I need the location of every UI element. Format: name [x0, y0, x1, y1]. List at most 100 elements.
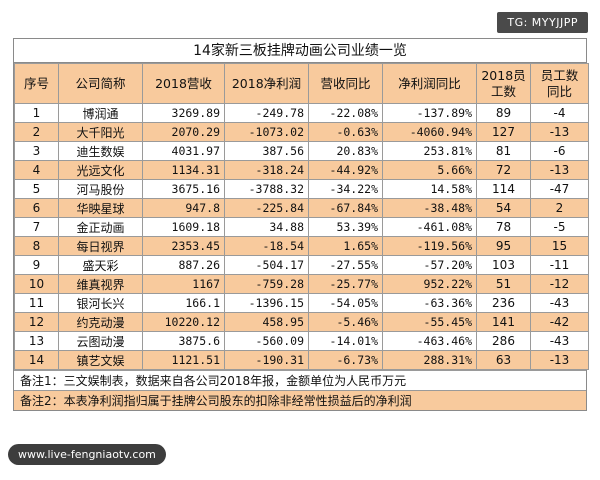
table-cell: 947.8 — [142, 198, 225, 218]
table-cell: 78 — [476, 217, 531, 237]
table-cell: -25.77% — [308, 274, 383, 294]
site-watermark: www.live-fengniaotv.com — [8, 444, 166, 465]
table-cell: -3788.32 — [224, 179, 309, 199]
table-cell: -318.24 — [224, 160, 309, 180]
table-cell: 458.95 — [224, 312, 309, 332]
table-cell: 10 — [14, 274, 59, 294]
table-cell: -560.09 — [224, 331, 309, 351]
table-cell: -13 — [530, 350, 589, 370]
table-cell: 114 — [476, 179, 531, 199]
table-cell: -6.73% — [308, 350, 383, 370]
table-cell: 53.39% — [308, 217, 383, 237]
table-cell: 11 — [14, 293, 59, 313]
table-row: 10 维真视界 1167 -759.28 -25.77% 952.22% 51 -12 — [14, 274, 589, 294]
table-row: 12 约克动漫 10220.12 458.95 -5.46% -55.45% 141 -42 — [14, 312, 589, 332]
table-cell: -759.28 — [224, 274, 309, 294]
table-cell: 华映星球 — [58, 198, 143, 218]
table-cell: 云图动漫 — [58, 331, 143, 351]
table-cell: 127 — [476, 122, 531, 142]
table-cell: 103 — [476, 255, 531, 275]
table-cell: 银河长兴 — [58, 293, 143, 313]
performance-table: 序号 公司简称 2018营收 2018净利润 营收同比 净利润同比 2018员工数 员工数同比… — [14, 63, 589, 370]
table-row: 9 盛天彩 887.26 -504.17 -27.55% -57.20% 103 -11 — [14, 255, 589, 275]
watermark-tag: TG: MYYJJPP — [497, 12, 588, 33]
table-cell: 8 — [14, 236, 59, 256]
table-cell: 每日视界 — [58, 236, 143, 256]
column-header: 净利润同比 — [382, 63, 477, 104]
table-cell: 约克动漫 — [58, 312, 143, 332]
table-body: 1 博润通 3269.89 -249.78 -22.08% -137.89% 89 -4 2 大千… — [14, 103, 589, 370]
column-header: 营收同比 — [308, 63, 383, 104]
table-cell: -22.08% — [308, 103, 383, 123]
table-cell: -225.84 — [224, 198, 309, 218]
table-cell: 盛天彩 — [58, 255, 143, 275]
table-row: 5 河马股份 3675.16 -3788.32 -34.22% 14.58% 114 -47 — [14, 179, 589, 199]
table-cell: -18.54 — [224, 236, 309, 256]
table-cell: 10220.12 — [142, 312, 225, 332]
table-cell: 81 — [476, 141, 531, 161]
table-cell: -44.92% — [308, 160, 383, 180]
table-cell: 72 — [476, 160, 531, 180]
table-cell: 大千阳光 — [58, 122, 143, 142]
table-cell: 5.66% — [382, 160, 477, 180]
table-cell: 2 — [530, 198, 589, 218]
table-row: 4 光远文化 1134.31 -318.24 -44.92% 5.66% 72 -13 — [14, 160, 589, 180]
table-cell: 15 — [530, 236, 589, 256]
table-cell: -55.45% — [382, 312, 477, 332]
table-row: 1 博润通 3269.89 -249.78 -22.08% -137.89% 89 -4 — [14, 103, 589, 123]
column-header: 2018净利润 — [224, 63, 309, 104]
table-row: 11 银河长兴 166.1 -1396.15 -54.05% -63.36% 236 -43 — [14, 293, 589, 313]
table-cell: 3875.6 — [142, 331, 225, 351]
table-row: 7 金正动画 1609.18 34.88 53.39% -461.08% 78 -5 — [14, 217, 589, 237]
table-row: 2 大千阳光 2070.29 -1073.02 -0.63% -4060.94% 127 -1… — [14, 122, 589, 142]
table-cell: -47 — [530, 179, 589, 199]
table-cell: -4060.94% — [382, 122, 477, 142]
table-cell: -11 — [530, 255, 589, 275]
table-cell: 20.83% — [308, 141, 383, 161]
table-cell: 14 — [14, 350, 59, 370]
table-cell: -43 — [530, 331, 589, 351]
table-row: 13 云图动漫 3875.6 -560.09 -14.01% -463.46% 286 -43 — [14, 331, 589, 351]
table-cell: -1396.15 — [224, 293, 309, 313]
table-cell: -27.55% — [308, 255, 383, 275]
table-cell: 2070.29 — [142, 122, 225, 142]
table-cell: 3269.89 — [142, 103, 225, 123]
table-cell: -42 — [530, 312, 589, 332]
table-cell: -57.20% — [382, 255, 477, 275]
table-cell: -13 — [530, 160, 589, 180]
table-cell: -13 — [530, 122, 589, 142]
table-cell: 1134.31 — [142, 160, 225, 180]
table-cell: 14.58% — [382, 179, 477, 199]
table-cell: 253.81% — [382, 141, 477, 161]
table-cell: 13 — [14, 331, 59, 351]
table-cell: -4 — [530, 103, 589, 123]
table-cell: -12 — [530, 274, 589, 294]
table-row: 6 华映星球 947.8 -225.84 -67.84% -38.48% 54 2 — [14, 198, 589, 218]
table-cell: 3675.16 — [142, 179, 225, 199]
table-cell: -67.84% — [308, 198, 383, 218]
table-cell: 34.88 — [224, 217, 309, 237]
table-cell: -38.48% — [382, 198, 477, 218]
table-cell: 2353.45 — [142, 236, 225, 256]
table-cell: 51 — [476, 274, 531, 294]
column-header: 2018员工数 — [476, 63, 531, 104]
column-header: 员工数同比 — [530, 63, 589, 104]
table-cell: 1609.18 — [142, 217, 225, 237]
table-cell: 7 — [14, 217, 59, 237]
table-cell: 9 — [14, 255, 59, 275]
performance-table-sheet: 14家新三板挂牌动画公司业绩一览 序号 公司简称 2018营收 2018净利润 营收同比… — [13, 38, 589, 411]
table-cell: 维真视界 — [58, 274, 143, 294]
table-cell: 1167 — [142, 274, 225, 294]
table-row: 8 每日视界 2353.45 -18.54 1.65% -119.56% 95 15 — [14, 236, 589, 256]
table-cell: 166.1 — [142, 293, 225, 313]
table-cell: -5.46% — [308, 312, 383, 332]
table-cell: 952.22% — [382, 274, 477, 294]
table-cell: -34.22% — [308, 179, 383, 199]
table-cell: 288.31% — [382, 350, 477, 370]
table-cell: 236 — [476, 293, 531, 313]
table-cell: -119.56% — [382, 236, 477, 256]
table-cell: -5 — [530, 217, 589, 237]
table-cell: 5 — [14, 179, 59, 199]
table-cell: 2 — [14, 122, 59, 142]
table-cell: -43 — [530, 293, 589, 313]
